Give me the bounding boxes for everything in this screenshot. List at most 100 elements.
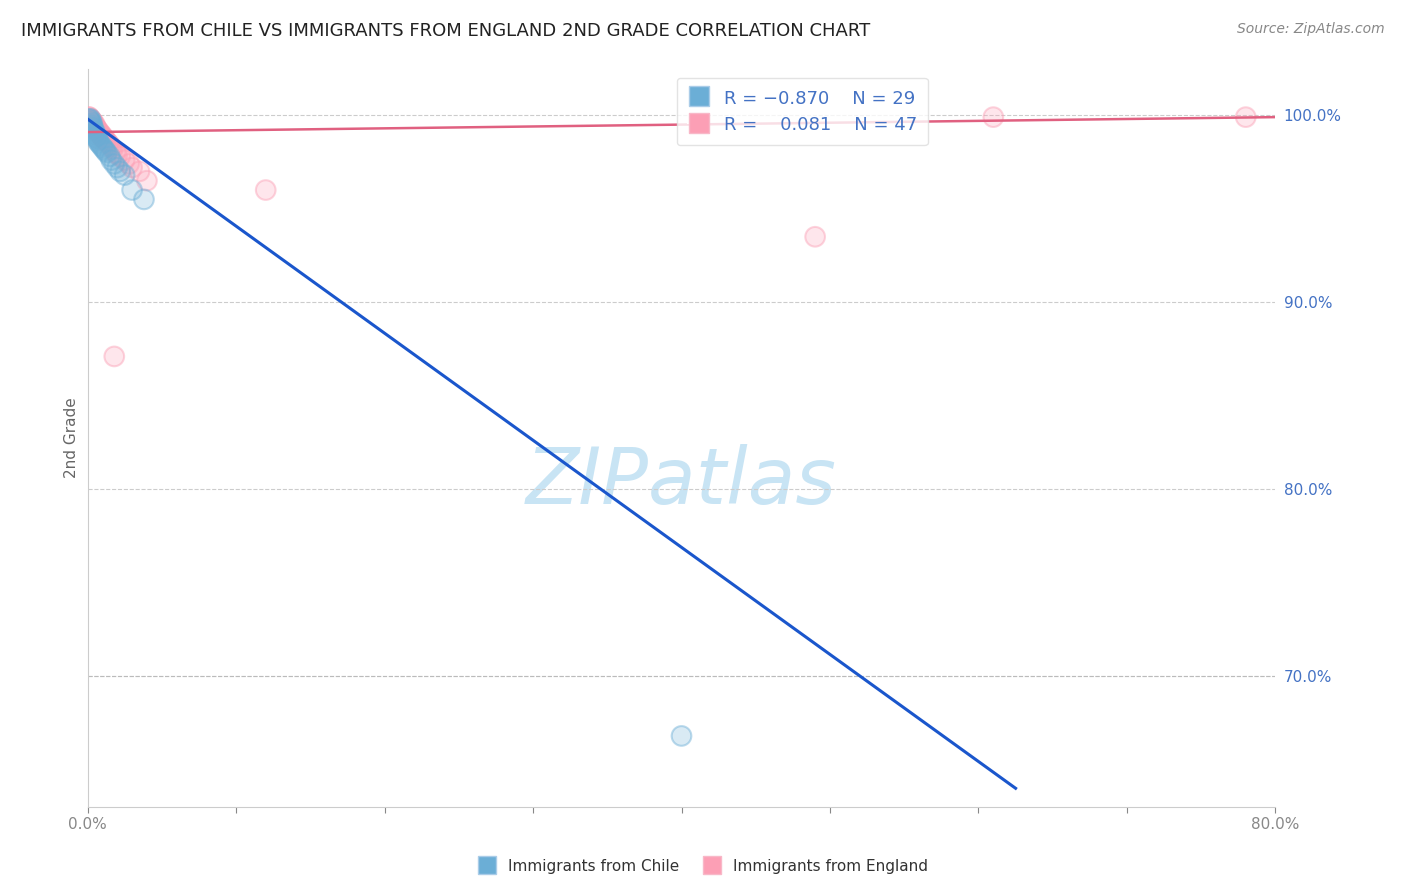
Point [77,110,100,124]
Point [90,128,112,143]
Point [105,161,128,175]
Point [96,135,118,149]
Point [671,729,693,743]
Point [104,145,127,160]
Point [96,135,118,149]
Point [94,135,117,149]
Point [87,123,110,137]
Point [93,142,115,156]
Point [91,128,114,143]
Point [93,130,115,145]
Point [86,121,108,136]
Point [82,123,104,137]
Point [89,136,111,151]
Point [101,142,124,156]
Point [114,168,136,182]
Point [84,120,107,134]
Legend: Immigrants from Chile, Immigrants from England: Immigrants from Chile, Immigrants from E… [472,853,934,880]
Point [77,112,100,126]
Point [98,138,121,153]
Point [91,128,114,143]
Point [981,110,1004,124]
Point [86,121,108,136]
Point [82,121,104,136]
Point [80,114,103,128]
Point [98,149,121,163]
Point [108,164,131,178]
Point [91,140,114,154]
Point [82,118,104,132]
Point [89,125,111,139]
Point [86,121,108,136]
Point [80,118,103,132]
Point [79,112,101,126]
Point [136,174,159,188]
Point [82,118,104,132]
Point [80,116,103,130]
Point [1234,110,1257,124]
Point [89,125,111,139]
Point [91,130,114,145]
Point [103,350,125,364]
Point [94,144,117,158]
Point [84,120,107,134]
Point [87,135,110,149]
Point [79,112,101,126]
Point [84,127,107,141]
Point [80,116,103,130]
Point [94,135,117,149]
Point [90,127,112,141]
Point [108,164,131,178]
Point [82,118,104,132]
Point [105,147,128,161]
Point [114,168,136,182]
Point [96,145,118,160]
Point [89,127,111,141]
Point [77,110,100,124]
Point [981,110,1004,124]
Point [105,161,128,175]
Point [98,138,121,153]
Point [87,132,110,146]
Point [254,183,277,197]
Point [84,127,107,141]
Point [93,132,115,146]
Point [89,127,111,141]
Point [97,136,120,151]
Point [121,183,143,197]
Point [100,140,122,154]
Point [87,135,110,149]
Point [108,149,131,163]
Point [90,138,112,153]
Point [804,229,827,244]
Point [90,128,112,143]
Point [103,157,125,171]
Point [132,193,155,207]
Point [79,112,101,126]
Point [804,229,827,244]
Point [89,136,111,151]
Point [84,120,107,134]
Point [86,123,108,137]
Point [108,149,131,163]
Point [79,112,101,126]
Point [94,132,117,146]
Point [105,147,128,161]
Point [93,142,115,156]
Text: IMMIGRANTS FROM CHILE VS IMMIGRANTS FROM ENGLAND 2ND GRADE CORRELATION CHART: IMMIGRANTS FROM CHILE VS IMMIGRANTS FROM… [21,22,870,40]
Point [82,123,104,137]
Point [90,138,112,153]
Point [121,161,143,175]
Point [96,145,118,160]
Point [114,153,136,168]
Point [82,118,104,132]
Point [671,729,693,743]
Point [104,145,127,160]
Point [87,125,110,139]
Point [100,153,122,168]
Text: Source: ZipAtlas.com: Source: ZipAtlas.com [1237,22,1385,37]
Point [80,120,103,134]
Point [84,125,107,139]
Text: ZIPatlas: ZIPatlas [526,444,837,520]
Point [91,130,114,145]
